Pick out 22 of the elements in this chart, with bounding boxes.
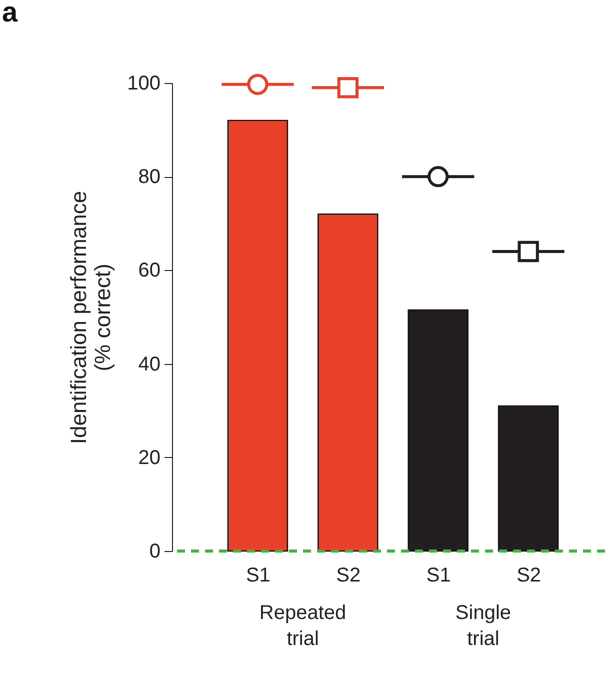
bar: [498, 405, 559, 552]
x-tick-label: S2: [516, 564, 542, 586]
chart-title: a: [2, 0, 18, 28]
x-tick-label: S1: [246, 564, 270, 586]
x-tick-label: S1: [426, 564, 451, 586]
y-tick-label: 40: [138, 353, 160, 376]
y-tick-label: 20: [138, 446, 160, 469]
y-tick-label: 60: [138, 260, 160, 282]
x-tick-label: S2: [336, 564, 361, 586]
y-tick-label: 100: [127, 72, 160, 94]
bar: [408, 309, 468, 552]
y-tick-label: 0: [149, 540, 160, 562]
bar: [318, 213, 378, 552]
text: Single trial: [455, 602, 512, 650]
point: [247, 74, 268, 95]
point: [337, 77, 358, 98]
bar: [227, 120, 288, 552]
y-tick-label: 80: [138, 166, 160, 188]
point: [518, 240, 539, 262]
text: Repeated trial: [259, 602, 346, 650]
point: [428, 166, 449, 188]
y-axis-title: Identification performance (% correct): [66, 190, 116, 444]
